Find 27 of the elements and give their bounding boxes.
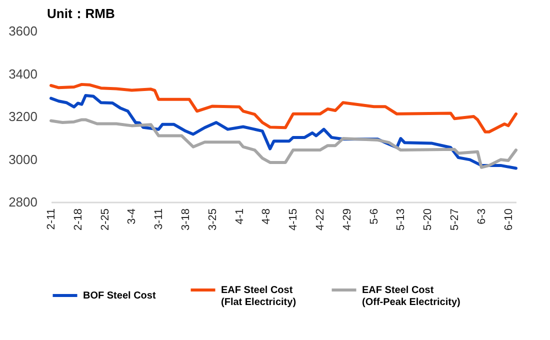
x-tick-label: 3-25 [206, 208, 219, 231]
x-tick-label: 5-6 [368, 208, 380, 224]
x-tick-label: 5-27 [449, 208, 462, 231]
chart-title: Unit：RMB [47, 6, 115, 21]
x-tick-label: 2-18 [72, 208, 84, 231]
x-tick-label: 2-25 [99, 208, 112, 231]
x-tick-label: 6-10 [502, 208, 515, 231]
y-tick-label: 2800 [8, 194, 38, 210]
x-tick-label: 3-18 [180, 208, 192, 231]
y-tick-label: 3200 [8, 109, 38, 124]
x-tick-label: 4-1 [234, 208, 246, 224]
legend-label: EAF Steel Cost (Flat Electricity) [221, 285, 296, 308]
x-tick-label: 3-4 [126, 208, 138, 224]
x-tick-label: 4-8 [260, 208, 273, 224]
legend-label: EAF Steel Cost (Off-Peak Electricity) [362, 285, 460, 308]
x-tick-label: 4-15 [288, 208, 300, 231]
x-tick-label: 6-3 [476, 208, 488, 224]
x-tick-label: 4-29 [341, 208, 354, 231]
y-tick-label: 3400 [8, 66, 38, 82]
y-tick-label: 3600 [8, 24, 38, 38]
x-tick-label: 4-22 [314, 208, 327, 231]
x-tick-label: 5-20 [422, 208, 434, 231]
legend-label: BOF Steel Cost [83, 290, 156, 302]
x-tick-label: 2-11 [46, 208, 58, 230]
x-tick-label: 3-11 [153, 208, 166, 230]
y-tick-label: 3000 [8, 152, 38, 167]
x-tick-label: 5-13 [395, 208, 408, 231]
